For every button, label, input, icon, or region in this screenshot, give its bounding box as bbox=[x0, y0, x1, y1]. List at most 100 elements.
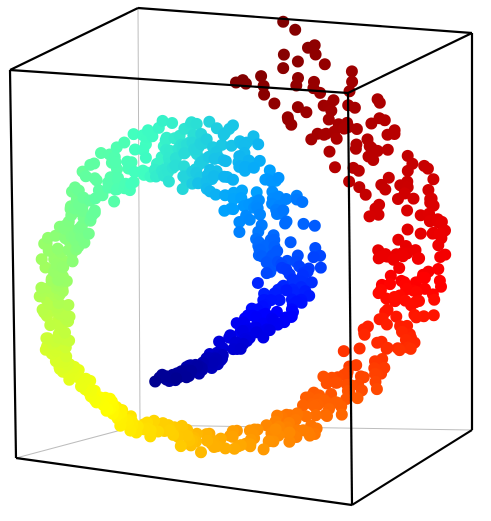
scatter-point bbox=[349, 142, 362, 155]
scatter-point bbox=[250, 326, 263, 339]
scatter-point bbox=[372, 252, 385, 265]
scatter-point bbox=[405, 299, 418, 312]
scatter-point bbox=[35, 253, 48, 266]
scatter-point bbox=[285, 118, 298, 131]
scatter-point bbox=[118, 136, 131, 149]
scatter-point bbox=[410, 286, 423, 298]
box-edge bbox=[346, 92, 354, 506]
scatter-point bbox=[363, 210, 376, 223]
scatter-point bbox=[286, 273, 299, 286]
scatter-point bbox=[251, 277, 264, 289]
scatter-point bbox=[327, 94, 340, 107]
scatter-point bbox=[255, 70, 268, 83]
scatter-point bbox=[79, 170, 92, 183]
scatter-point bbox=[370, 383, 383, 396]
scatter-point bbox=[125, 177, 138, 190]
scatter-point bbox=[180, 371, 193, 384]
scatter-points bbox=[33, 15, 452, 459]
scatter-point bbox=[84, 158, 97, 171]
scatter-point bbox=[381, 143, 394, 156]
scatter-point bbox=[174, 440, 187, 453]
scatter-point bbox=[353, 342, 366, 355]
scatter-point bbox=[388, 128, 401, 140]
box-edge bbox=[351, 429, 473, 506]
scatter-point bbox=[309, 48, 322, 61]
box-edge bbox=[347, 32, 473, 94]
scatter-point bbox=[365, 117, 378, 130]
scatter-point bbox=[82, 227, 95, 240]
scatter-point bbox=[371, 144, 384, 157]
box-edge bbox=[9, 68, 349, 95]
scatter-point bbox=[372, 208, 385, 221]
scatter-point bbox=[322, 113, 335, 126]
scatter-point bbox=[414, 227, 427, 240]
scatter-point bbox=[388, 291, 401, 303]
scatter-point bbox=[108, 195, 121, 208]
scatter-point bbox=[300, 106, 313, 119]
scatter-point bbox=[418, 271, 431, 284]
scatter-point bbox=[57, 261, 70, 274]
scatter-point bbox=[337, 345, 350, 358]
scatter-point bbox=[156, 114, 169, 127]
scatter-point bbox=[379, 183, 392, 196]
scatter-point bbox=[398, 187, 411, 200]
scatter-point bbox=[208, 170, 220, 183]
scatter-point bbox=[345, 65, 358, 78]
scatter-point bbox=[318, 58, 331, 71]
scatter-point bbox=[227, 203, 240, 216]
scatter-point bbox=[291, 55, 304, 68]
scatter-point bbox=[296, 196, 309, 208]
scatter-point bbox=[280, 284, 293, 297]
scatter-point bbox=[318, 128, 330, 141]
scatter-point bbox=[348, 101, 361, 114]
scatter-point bbox=[62, 299, 75, 311]
scatter-point bbox=[323, 145, 336, 158]
box-edge-hidden bbox=[137, 7, 141, 426]
scatter-point bbox=[329, 161, 341, 174]
scatter-point bbox=[273, 294, 286, 307]
scatter-point bbox=[329, 376, 342, 389]
scatter-point bbox=[272, 171, 285, 184]
box-edge bbox=[137, 6, 473, 35]
scatter-point bbox=[359, 188, 372, 201]
scatter-point bbox=[350, 359, 363, 372]
scatter-point bbox=[66, 255, 79, 268]
box-edge bbox=[15, 456, 353, 507]
scatter-point bbox=[433, 227, 446, 240]
scatter-point bbox=[401, 223, 414, 236]
scatter-point bbox=[59, 326, 71, 339]
scatter-point bbox=[162, 175, 175, 188]
scatter-point bbox=[90, 174, 103, 187]
scatter-point bbox=[35, 281, 48, 294]
scatter-point bbox=[373, 96, 386, 109]
scatter-point bbox=[410, 311, 423, 324]
scatter-point bbox=[384, 278, 396, 291]
scatter-point bbox=[260, 256, 273, 269]
scatter-point bbox=[305, 133, 318, 146]
box-edge bbox=[9, 7, 139, 71]
scatter-point bbox=[284, 236, 297, 249]
scatter-point bbox=[277, 48, 290, 61]
scatter-point bbox=[350, 123, 363, 135]
scatter-point bbox=[257, 443, 270, 456]
scatter-point bbox=[279, 217, 292, 230]
scatter-point bbox=[88, 204, 101, 217]
scatter-point bbox=[260, 267, 273, 280]
scatter-point bbox=[305, 276, 318, 289]
scatter-point bbox=[243, 213, 256, 226]
scatter-point bbox=[254, 208, 266, 221]
scatter-point bbox=[195, 446, 207, 459]
scatter-point bbox=[346, 75, 359, 88]
scatter-point bbox=[382, 171, 395, 184]
scatter-point bbox=[289, 23, 302, 36]
scatter-point bbox=[433, 274, 446, 287]
scatter-point bbox=[421, 162, 434, 175]
scatter-point bbox=[244, 440, 257, 453]
scatter-point bbox=[371, 336, 384, 349]
scatter-point bbox=[381, 341, 394, 354]
box-edge bbox=[8, 69, 18, 459]
scatter-point bbox=[190, 117, 203, 130]
scatter-point bbox=[139, 151, 152, 164]
scatter-point bbox=[247, 161, 260, 174]
scatter-point bbox=[314, 86, 327, 99]
